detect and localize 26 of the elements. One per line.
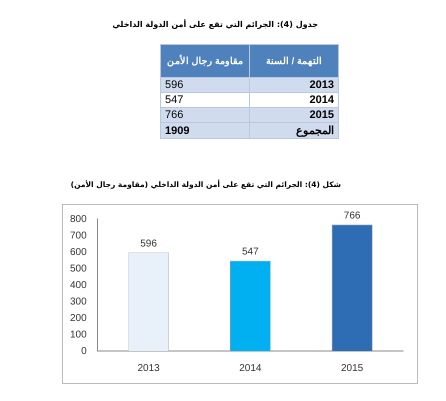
y-tick-label: 700 — [70, 230, 88, 242]
text: التهمة / السنة — [250, 44, 338, 78]
y-tick-label: 500 — [70, 263, 88, 274]
y-tick-label: 100 — [70, 329, 88, 340]
category-label: 2013 — [250, 78, 338, 92]
x-tick-label: 2014 — [239, 362, 262, 374]
data-label: 766 — [344, 210, 361, 222]
data-label: 596 — [160, 78, 250, 92]
category-label: 2015 — [250, 108, 338, 122]
data-label: 547 — [160, 92, 250, 108]
data-label: 766 — [160, 108, 250, 122]
y-tick-label: 400 — [70, 280, 88, 291]
data-label: 547 — [242, 246, 260, 258]
y-tick-label: 0 — [81, 346, 88, 357]
text: مقاومة رجال الأمن — [160, 44, 250, 78]
y-tick-label: 200 — [70, 312, 88, 324]
y-tick-label: 600 — [70, 246, 88, 258]
text: المجموع — [250, 122, 338, 138]
text: جدول (4): الجرائم التي تقع على أمن الدولة الداخلي — [112, 20, 318, 29]
text: 1909 — [160, 122, 250, 138]
data-label: 596 — [140, 238, 158, 250]
y-tick-label: 300 — [70, 296, 88, 308]
x-tick-label: 2013 — [137, 362, 160, 374]
x-tick-label: 2015 — [340, 362, 364, 374]
category-label: 2014 — [250, 92, 338, 108]
y-tick-label: 800 — [70, 214, 88, 225]
